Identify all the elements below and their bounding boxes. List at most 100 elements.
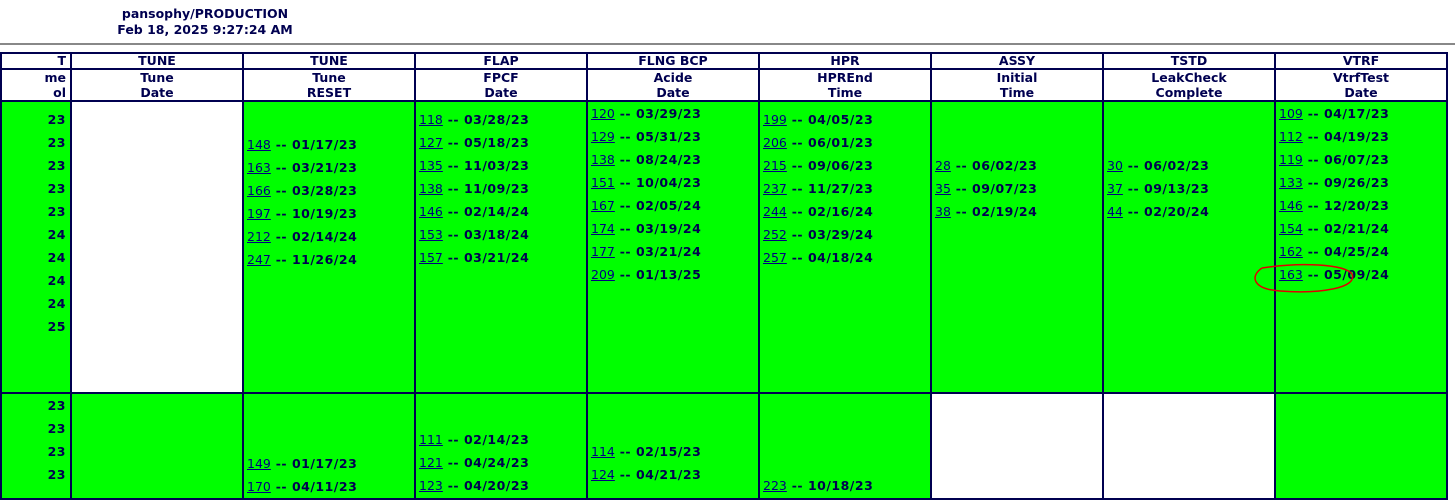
record-date: 24 [47,296,66,311]
record-date: 11/27/23 [807,181,874,196]
record-link[interactable]: 146 [419,204,443,219]
record-link[interactable]: 167 [591,198,615,213]
group-header: HPR [758,52,932,70]
table-cell [930,392,1104,500]
record-link[interactable]: 149 [247,456,271,471]
record-date: 23 [47,158,66,173]
record-link[interactable]: 252 [763,227,787,242]
record-link[interactable]: 166 [247,183,271,198]
list-item: 170 -- 04/11/23 [247,479,358,494]
record-link[interactable]: 35 [935,181,951,196]
list-item: 37 -- 09/13/23 [1107,181,1210,196]
record-link[interactable]: 121 [419,455,443,470]
group-header: TUNE [70,52,244,70]
column-header: HPREnd Time [758,68,932,102]
record-link[interactable]: 163 [1279,267,1303,282]
group-header: T [0,52,72,70]
record-link[interactable]: 120 [591,106,615,121]
record-link[interactable]: 215 [763,158,787,173]
record-link[interactable]: 114 [591,444,615,459]
record-link[interactable]: 153 [419,227,443,242]
list-item: 23 [2,177,70,200]
record-date: 04/21/23 [635,467,702,482]
record-link[interactable]: 109 [1279,106,1303,121]
record-link[interactable]: 212 [247,229,271,244]
record-link[interactable]: 151 [591,175,615,190]
column-header: Tune Date [70,68,244,102]
record-date: 01/13/25 [635,267,702,282]
record-date: 10/04/23 [635,175,702,190]
record-link[interactable]: 38 [935,204,951,219]
list-item: 23 [2,417,70,440]
record-link[interactable]: 209 [591,267,615,282]
record-link[interactable]: 111 [419,432,443,447]
table-cell: 23 23 23 23 23 24 24 24 24 25 [0,100,72,394]
record-link[interactable]: 138 [419,181,443,196]
record-link[interactable]: 223 [763,478,787,493]
record-link[interactable]: 157 [419,250,443,265]
record-link[interactable]: 119 [1279,152,1303,167]
record-link[interactable]: 162 [1279,244,1303,259]
record-link[interactable]: 127 [419,135,443,150]
column-header-line: me [44,70,66,85]
table-cell [70,392,244,500]
record-date: 04/11/23 [291,479,358,494]
group-header: FLNG BCP [586,52,760,70]
record-link[interactable]: 199 [763,112,787,127]
record-link[interactable]: 244 [763,204,787,219]
record-link[interactable]: 146 [1279,198,1303,213]
record-link[interactable]: 135 [419,158,443,173]
column-header: me ol [0,68,72,102]
record-date: 24 [47,250,66,265]
list-item: 25 [2,315,70,338]
record-link[interactable]: 124 [591,467,615,482]
list-item: 114 -- 02/15/23 [591,444,702,459]
column-header-line: LeakCheck [1151,70,1227,85]
record-link[interactable]: 206 [763,135,787,150]
list-item: 133 -- 09/26/23 [1279,175,1390,190]
record-link[interactable]: 118 [419,112,443,127]
list-item: 157 -- 03/21/24 [419,250,530,265]
record-link[interactable]: 174 [591,221,615,236]
record-date: 02/16/24 [807,204,874,219]
record-link[interactable]: 123 [419,478,443,493]
record-link[interactable]: 129 [591,129,615,144]
column-header-line: Date [656,85,690,100]
record-link[interactable]: 44 [1107,204,1123,219]
record-link[interactable]: 163 [247,160,271,175]
record-date: 05/18/23 [463,135,530,150]
group-header: VTRF [1274,52,1448,70]
record-link[interactable]: 28 [935,158,951,173]
record-date: 09/26/23 [1323,175,1390,190]
record-link[interactable]: 257 [763,250,787,265]
record-date: 25 [47,319,66,334]
list-item: 154 -- 02/21/24 [1279,221,1390,236]
list-item: 149 -- 01/17/23 [247,456,358,471]
record-link[interactable]: 197 [247,206,271,221]
list-item: 174 -- 03/19/24 [591,221,702,236]
record-link[interactable]: 177 [591,244,615,259]
record-link[interactable]: 247 [247,252,271,267]
record-date: 01/17/23 [291,137,358,152]
record-date: 03/21/24 [635,244,702,259]
record-link[interactable]: 154 [1279,221,1303,236]
record-link[interactable]: 237 [763,181,787,196]
record-date: 23 [47,467,66,482]
record-date: 23 [47,135,66,150]
record-link[interactable]: 30 [1107,158,1123,173]
column-header-line: Date [140,85,174,100]
record-link[interactable]: 37 [1107,181,1123,196]
table-cell: 148 -- 01/17/23 163 -- 03/21/23 166 -- 03/… [242,100,416,394]
table-cell [1102,392,1276,500]
list-item: 23 [2,200,70,223]
record-link[interactable]: 170 [247,479,271,494]
record-link[interactable]: 133 [1279,175,1303,190]
record-link[interactable]: 148 [247,137,271,152]
record-link[interactable]: 138 [591,152,615,167]
table-cell: 28 -- 06/02/23 35 -- 09/07/23 38 -- 02/19/… [930,100,1104,394]
list-item: 197 -- 10/19/23 [247,206,358,221]
record-link[interactable]: 112 [1279,129,1303,144]
list-item: 38 -- 02/19/24 [935,204,1038,219]
list-item: 24 [2,292,70,315]
column-header-line: Tune [140,70,174,85]
